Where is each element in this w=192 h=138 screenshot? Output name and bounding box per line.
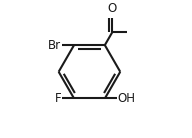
Text: F: F	[55, 92, 61, 105]
Text: Br: Br	[48, 39, 61, 52]
Text: OH: OH	[118, 92, 136, 105]
Text: O: O	[108, 2, 117, 15]
